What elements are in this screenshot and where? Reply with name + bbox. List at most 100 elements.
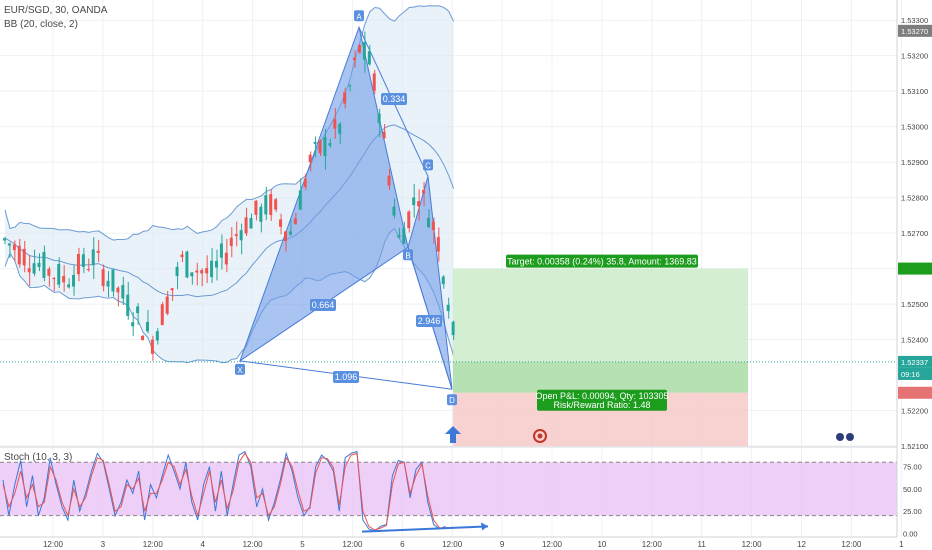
candle-body [382,131,386,139]
time-tick-label: 6 [400,540,405,549]
up-arrow-icon [445,426,461,443]
event-icon [836,433,844,441]
candle-body [170,288,174,291]
time-tick-label: 12 [797,540,806,549]
candle-body [86,269,90,271]
time-tick-label: 12:00 [841,540,862,549]
stoch-legend[interactable]: Stoch (10, 3, 3) [4,452,73,463]
candle-body [254,200,258,215]
ratio-x-d-bg [333,371,359,383]
candle-body [284,231,288,242]
candle-body [431,221,435,231]
bb-legend[interactable]: BB (20, close, 2) [4,19,78,30]
candle-body [392,206,396,216]
candle-body [436,237,440,252]
price-tag: 1.52337 [901,358,928,367]
pattern-point-b-bg [403,249,413,261]
candle-body [200,270,204,274]
bb-fill [5,5,454,363]
time-tick-label: 12:00 [542,540,563,549]
candle-body [328,143,332,146]
candle-body [160,304,164,326]
candle-body [219,243,223,258]
candle-body [387,175,391,186]
candle-body [357,45,361,53]
pattern-point-x-bg [235,363,245,375]
time-tick-label: 5 [300,540,305,549]
price-tick-label: 1.52400 [901,336,928,345]
candle-body [338,123,342,134]
pattern-point-a: A [356,12,362,21]
candle-body [372,73,376,91]
time-tick-label: 12:00 [742,540,763,549]
candle-body [298,190,302,210]
pattern-point-c: C [425,161,431,170]
ratio-x-b-bg [310,299,336,311]
candle-body [244,217,248,234]
pnl-label-line1: Open P&L: 0.00094, Qty: 103305 [535,391,668,401]
pattern-point-d: D [449,396,455,405]
candle-body [318,140,322,154]
candle-body [229,237,233,247]
symbol-legend[interactable]: EUR/SGD, 30, OANDA [4,5,108,16]
time-tick-label: 12:00 [342,540,363,549]
candle-body [269,194,273,215]
candle-body [210,260,214,278]
candle-body [57,264,61,285]
candle-body [52,278,56,280]
bb-upper [4,5,455,241]
record-icon [533,429,547,443]
candle-body [141,335,145,341]
profit-zone [453,268,748,362]
candle-body [234,234,238,237]
candle-body [17,245,21,265]
stoch-trend-arrow [361,525,489,533]
pattern-point-x: X [237,366,243,375]
price-tag: 1.53270 [901,27,928,36]
candle-body [91,249,95,266]
candle-body [441,276,445,285]
candle-body [27,268,31,273]
candle-body [96,250,100,253]
candle-body [106,280,110,287]
candle-body [308,154,312,163]
candle-body [131,322,135,327]
price-tag-bg [898,355,932,368]
price-tag: 09:16 [901,370,920,379]
price-tick-label: 1.52100 [901,442,928,451]
candle-body [348,85,352,87]
candle-body [214,260,218,268]
price-tick-label: 1.52900 [901,158,928,167]
candle-body [180,254,184,258]
candle-body [422,190,426,194]
candle-body [417,201,421,207]
harmonic-pattern[interactable]: X A B C D 0.334 0.664 2.946 1.096 [235,10,457,406]
target-label-bg [506,254,698,268]
candle-body [323,137,327,157]
candle-body [407,211,411,229]
pattern-point-d-bg [447,394,457,406]
price-tick-label: 1.53300 [901,16,928,25]
target-label: Target: 0.00358 (0.24%) 35.8, Amount: 13… [507,257,697,267]
time-tick-label: 9 [500,540,505,549]
candle-body [353,57,357,61]
long-position-tool[interactable]: Target: 0.00358 (0.24%) 35.8, Amount: 13… [0,254,897,446]
candle-body [288,231,292,235]
price-tick-label: 1.52800 [901,194,928,203]
time-tick-label: 12:00 [43,540,64,549]
candle-body [249,218,253,229]
candle-body [136,306,140,314]
candle-body [303,178,307,187]
candle-body [377,113,381,124]
candle-body [145,321,149,332]
stoch-tick-label: 50.00 [903,485,922,494]
candle-body [175,266,179,277]
annotations [445,426,854,443]
candle-body [111,269,115,292]
stoch-tick-label: 25.00 [903,507,922,516]
candle-body [7,243,11,246]
candle-body [47,268,51,276]
candle-body [3,238,6,241]
price-tick-label: 1.53200 [901,52,928,61]
